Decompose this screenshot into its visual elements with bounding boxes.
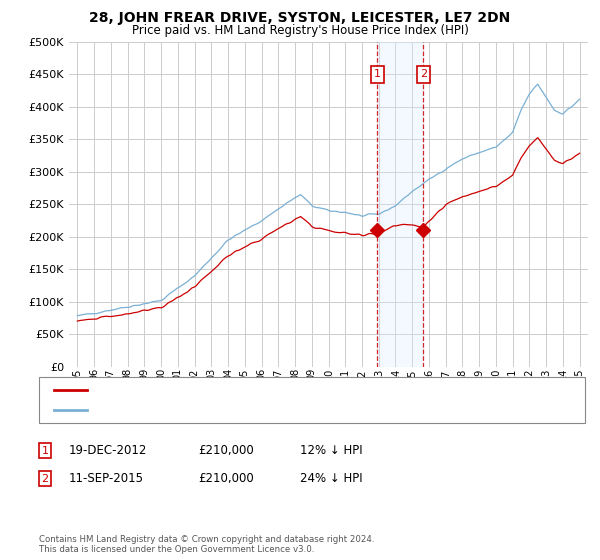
Text: 2: 2 xyxy=(41,474,49,484)
Text: 24% ↓ HPI: 24% ↓ HPI xyxy=(300,472,362,486)
Text: 28, JOHN FREAR DRIVE, SYSTON, LEICESTER, LE7 2DN: 28, JOHN FREAR DRIVE, SYSTON, LEICESTER,… xyxy=(89,11,511,25)
Bar xyxy=(377,42,424,367)
Text: 1: 1 xyxy=(41,446,49,456)
Text: 11-SEP-2015: 11-SEP-2015 xyxy=(69,472,144,486)
Text: 28, JOHN FREAR DRIVE, SYSTON, LEICESTER, LE7 2DN (detached house): 28, JOHN FREAR DRIVE, SYSTON, LEICESTER,… xyxy=(94,385,454,395)
Text: £210,000: £210,000 xyxy=(198,472,254,486)
Text: 1: 1 xyxy=(374,69,381,80)
Text: HPI: Average price, detached house, Charnwood: HPI: Average price, detached house, Char… xyxy=(94,405,335,415)
Text: 19-DEC-2012: 19-DEC-2012 xyxy=(69,444,148,458)
Text: Contains HM Land Registry data © Crown copyright and database right 2024.
This d: Contains HM Land Registry data © Crown c… xyxy=(39,535,374,554)
Text: 2: 2 xyxy=(420,69,427,80)
Text: Price paid vs. HM Land Registry's House Price Index (HPI): Price paid vs. HM Land Registry's House … xyxy=(131,24,469,36)
Text: £210,000: £210,000 xyxy=(198,444,254,458)
Text: 12% ↓ HPI: 12% ↓ HPI xyxy=(300,444,362,458)
